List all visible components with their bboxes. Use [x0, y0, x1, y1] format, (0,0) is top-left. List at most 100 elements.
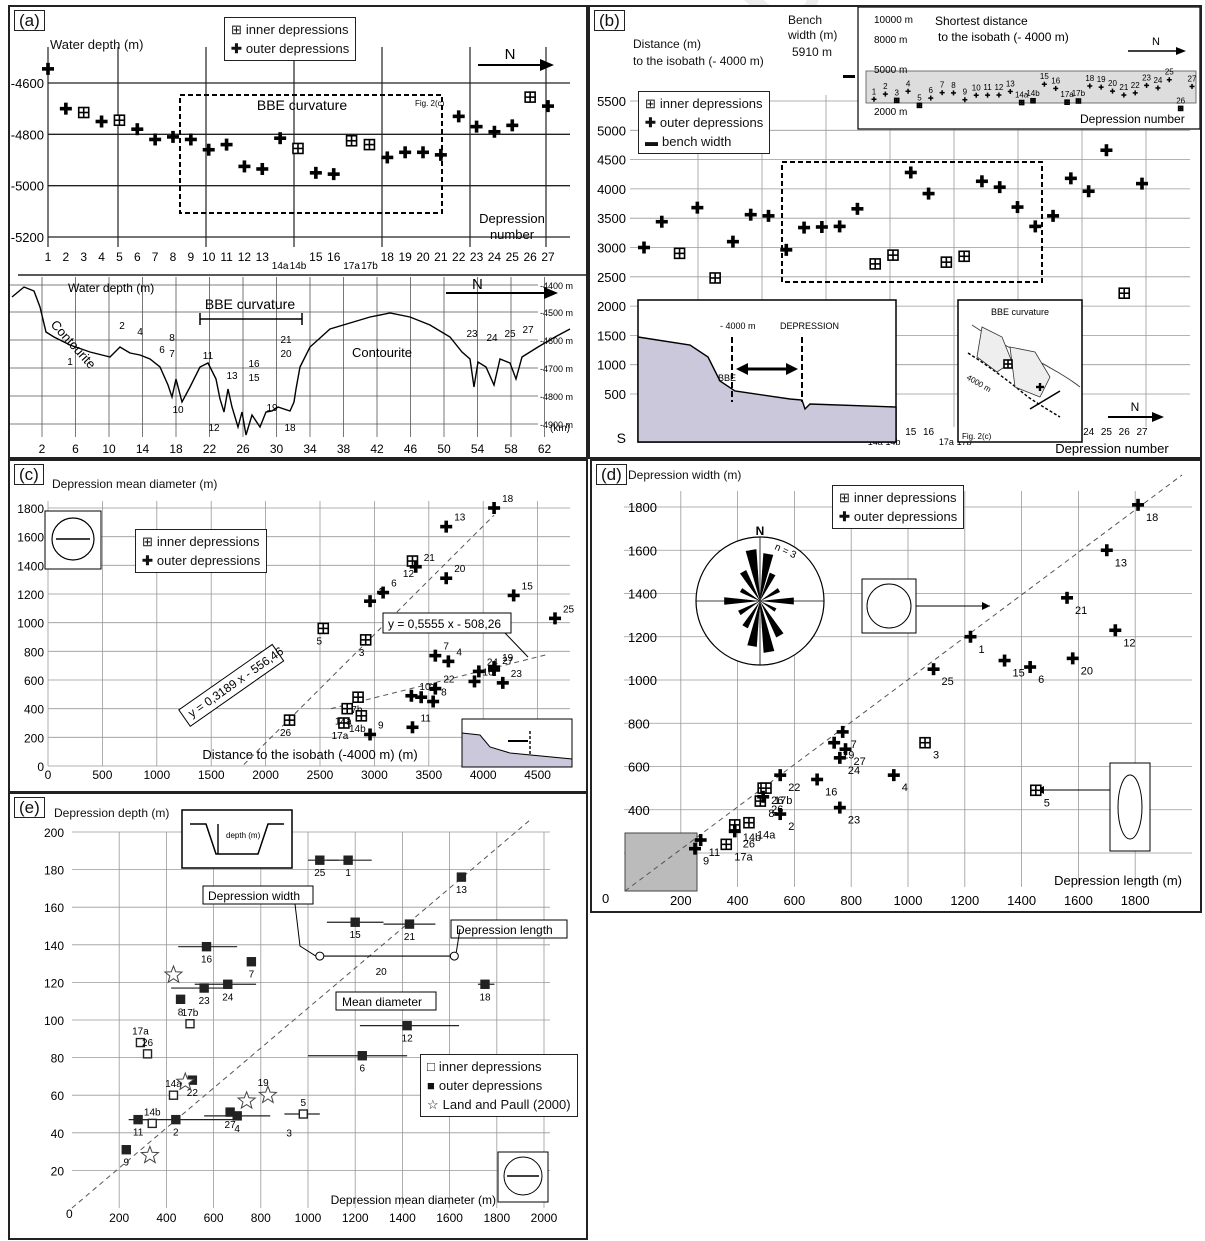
x-axis-label: Depression length (m): [1054, 873, 1182, 888]
outer-point: [440, 520, 453, 533]
panel-d-chart: 2004006008001000120014001600180020040060…: [602, 474, 1192, 908]
inset-outer-point: [1121, 92, 1127, 98]
legend-outer: ✚ outer depressions: [645, 115, 764, 130]
x-tick-label: 3000: [361, 768, 388, 782]
x-tick-label: 23: [470, 250, 484, 264]
inner-point: [709, 272, 721, 284]
inner-point: [887, 249, 899, 261]
y-tick-label: 1600: [628, 543, 657, 558]
x-tick-label: 200: [670, 893, 692, 908]
point-label: 6: [391, 579, 397, 590]
point-label: 17a: [132, 1027, 149, 1038]
panel-a: -4600 -4800 -5000 -5200 1 2 3 4 5 6 7 8 9 10 11 12 13 14a…: [8, 5, 588, 459]
inset-outer-point: [1189, 83, 1195, 89]
x-tick-label: 26: [523, 250, 537, 264]
profile-depression-label: 6: [159, 345, 165, 356]
point-label: 1: [378, 587, 384, 598]
inset-point-label: 17a: [1060, 90, 1074, 99]
rose-petal: [760, 601, 784, 638]
y-tick-label: 60: [51, 1089, 65, 1103]
inset-tick-label: 10000 m: [874, 15, 913, 26]
y-tick-label: 1400: [628, 587, 657, 602]
point-label: 14b: [144, 1107, 161, 1118]
outer-point: [506, 119, 519, 132]
y-tick-label: 2000: [597, 299, 626, 314]
outer-point: [762, 209, 775, 222]
panel-e-ylabel: Depression depth (m): [54, 806, 170, 820]
point-label: 3: [359, 648, 365, 659]
north-arrow-head: [540, 59, 554, 71]
y-tick-label: 1800: [628, 500, 657, 515]
y-tick-label: 1400: [17, 559, 44, 573]
inner-point: [919, 736, 931, 749]
point-label: 17b: [182, 1008, 199, 1019]
inset-point-label: 1: [872, 87, 877, 96]
km-tick-label: 18: [169, 442, 183, 456]
map-outer-point: [1036, 383, 1044, 391]
outer-point: [381, 151, 394, 164]
point-label: 14b: [349, 724, 366, 735]
outer-point: [429, 649, 442, 662]
point-label: 8: [768, 808, 774, 820]
x-tick-label: 1: [45, 250, 52, 264]
ann-width-pointer: [294, 903, 317, 957]
outer-point: [815, 220, 828, 233]
x-tick-label: 1400: [389, 1211, 416, 1225]
rose-petal: [760, 597, 794, 605]
y-tick-label: -4800: [11, 127, 44, 142]
point-label: 12: [403, 569, 415, 580]
inner-point: [185, 1019, 195, 1029]
point-label: 15: [350, 930, 362, 941]
x-tick-label: 1800: [483, 1211, 510, 1225]
outer-point: [780, 243, 793, 256]
outer-point: [496, 676, 509, 689]
inset-outer-point: [985, 92, 991, 98]
outer-point: [542, 100, 554, 113]
contourite-left: Contourite: [48, 317, 99, 372]
outer-point: [199, 983, 209, 993]
x-tick-label: 10: [202, 250, 216, 264]
point-label: 26: [771, 804, 783, 816]
point-label: 8: [441, 688, 447, 699]
bathymetric-profile: [11, 286, 571, 436]
inset-tick-label: 2000 m: [874, 107, 907, 118]
eq-outer-pointer: [504, 632, 529, 658]
panel-b: 500 1000 1500 2000 2500 3000 3500 4000 4500 5000 5…: [588, 5, 1202, 459]
point-label: 7: [851, 739, 857, 751]
y-tick-label: 600: [24, 674, 44, 688]
inset-point-label: 20: [1108, 79, 1117, 88]
point-label: 22: [187, 1088, 199, 1099]
inner-point: [317, 622, 330, 635]
bench-marker-icon: ▬: [645, 134, 658, 149]
outer-point: [131, 123, 144, 136]
outer-point: [149, 133, 162, 146]
outer-point: [175, 994, 186, 1005]
inset-point-label: 22: [1131, 81, 1140, 90]
x-tick-label: 9: [188, 250, 195, 264]
y-tick-label: 120: [44, 976, 64, 990]
profile-depression-label: 1: [67, 357, 73, 368]
outer-point: [1066, 652, 1079, 665]
x-tick-label: 18: [381, 250, 395, 264]
rose-petal: [760, 601, 777, 612]
point-label: 12: [1123, 637, 1135, 649]
point-label: 15: [522, 581, 534, 592]
inner-point: [142, 1049, 153, 1059]
inner-point: [940, 256, 953, 268]
inner-point: [355, 710, 368, 722]
profile-depression-label: 7: [169, 349, 175, 360]
panel-b-legend: ⊞ inner depressions ✚ outer depressions ▬ b…: [638, 91, 771, 154]
panel-b-chart: 500 1000 1500 2000 2500 3000 3500 4000 4500 5000 5…: [597, 7, 1200, 456]
outer-point: [309, 166, 322, 179]
km-tick-label: 46: [404, 442, 418, 456]
x-tick-label: 2: [63, 250, 70, 264]
inset-inner-point: [1064, 99, 1070, 105]
x-tick-label: 17b: [361, 261, 378, 272]
point-label: 4: [234, 1124, 240, 1135]
panel-d-ylabel: Depression width (m): [628, 468, 742, 482]
x-tick-label: 400: [156, 1211, 176, 1225]
point-label: 21: [1075, 605, 1087, 617]
x-tick-label: 4000: [470, 768, 497, 782]
sketch-depression-label: DEPRESSION: [780, 321, 839, 331]
bench-value: 5910 m: [792, 45, 833, 59]
